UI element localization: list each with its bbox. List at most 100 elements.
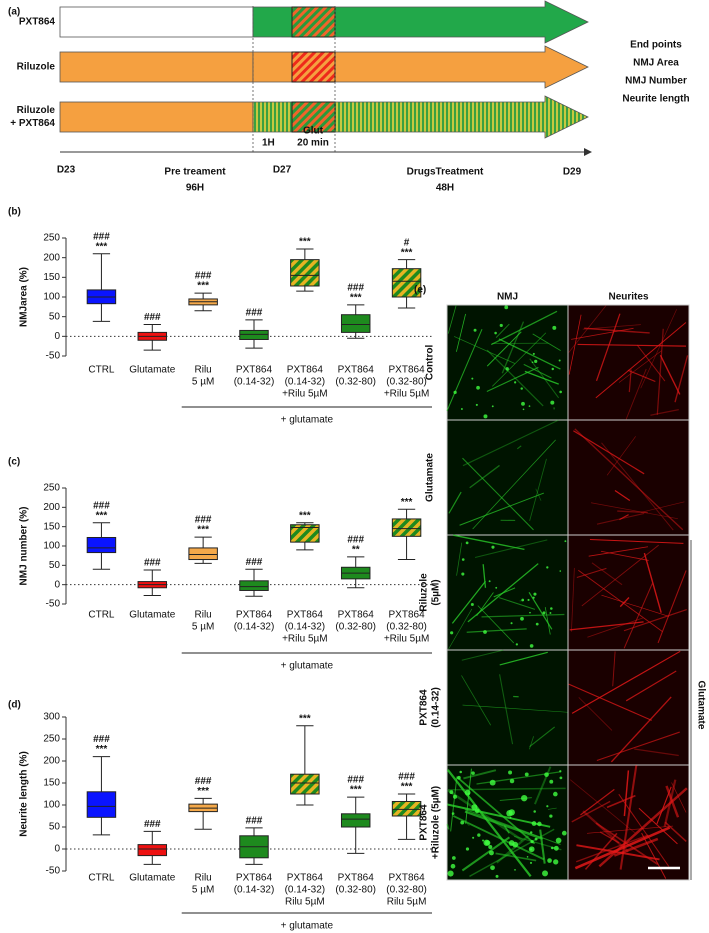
timeline-label: D23 xyxy=(57,165,76,176)
timeline-label: 96H xyxy=(186,183,204,194)
fiber xyxy=(529,458,547,522)
nmj-dot xyxy=(505,367,509,371)
nmj-dot xyxy=(528,846,535,853)
x-tick-label: 5 µM xyxy=(192,885,214,896)
nmj-dot xyxy=(552,847,554,849)
fiber xyxy=(486,366,539,392)
group-label: + glutamate xyxy=(281,921,334,932)
y-tick-label: 0 xyxy=(54,331,60,342)
hour-label: 1H xyxy=(262,138,275,149)
nmj-dot xyxy=(508,809,515,816)
nmj-dot xyxy=(488,850,494,856)
fiber xyxy=(448,787,566,791)
fiber xyxy=(469,464,500,489)
nmj-dot xyxy=(495,874,499,878)
nmj-dot xyxy=(452,794,458,799)
x-tick-label: +Rilu 5µM xyxy=(282,634,328,645)
fiber xyxy=(591,562,623,586)
x-tick-label: PXT864 xyxy=(287,610,324,621)
panel-label: (a) xyxy=(8,7,20,18)
y-tick-label: 100 xyxy=(43,541,60,552)
nmj-dot xyxy=(457,775,461,780)
y-tick-label: 150 xyxy=(43,778,60,789)
nmj-dot xyxy=(476,385,480,390)
nmj-dot xyxy=(508,770,513,775)
fiber xyxy=(614,490,631,502)
significance: *** xyxy=(299,237,311,248)
fiber xyxy=(496,834,530,864)
nmj-dot xyxy=(509,778,515,784)
x-tick-label: +Rilu 5µM xyxy=(384,389,430,400)
y-tick-label: 50 xyxy=(49,822,61,833)
nmj-dot xyxy=(564,540,567,543)
nmj-dot xyxy=(475,403,478,406)
nmj-dot xyxy=(542,611,546,615)
fiber xyxy=(476,592,494,617)
fiber xyxy=(446,769,532,877)
nmj-dot xyxy=(559,776,563,780)
fiber xyxy=(634,748,679,757)
fiber xyxy=(618,793,670,867)
fiber xyxy=(503,824,510,834)
row-label: (0.14-32) xyxy=(431,687,442,728)
fiber xyxy=(590,502,678,520)
significance: *** xyxy=(299,713,311,724)
nmj-dot xyxy=(451,812,455,815)
box xyxy=(86,536,117,554)
fiber xyxy=(610,696,672,763)
fiber xyxy=(617,510,648,514)
nmj-dot xyxy=(483,839,490,846)
fiber xyxy=(499,597,536,610)
fiber xyxy=(547,807,557,810)
panel-label: (c) xyxy=(8,457,20,468)
micrograph xyxy=(446,304,569,421)
nmj-dot xyxy=(550,400,555,405)
x-tick-label: (0.14-32) xyxy=(285,622,326,633)
arrow-glut xyxy=(291,51,336,83)
nmj-dot xyxy=(520,616,524,621)
fiber xyxy=(462,419,559,467)
fiber xyxy=(612,651,616,687)
x-tick-label: (0.32-80) xyxy=(335,622,376,633)
fiber xyxy=(499,674,514,745)
x-tick-label: (0.14-32) xyxy=(234,885,275,896)
nmj-dot xyxy=(559,770,562,773)
arrow-glut xyxy=(291,101,336,133)
panel-label: (e) xyxy=(414,285,426,296)
box xyxy=(340,314,371,333)
fiber xyxy=(671,782,687,813)
nmj-dot xyxy=(550,607,553,610)
row-label: +Riluzole (5µM) xyxy=(431,786,442,859)
nmj-dot xyxy=(549,779,554,784)
nmj-dot xyxy=(552,325,557,330)
group-label: + glutamate xyxy=(281,415,334,426)
x-tick-label: (0.14-32) xyxy=(285,885,326,896)
fiber xyxy=(640,309,677,389)
fiber xyxy=(486,331,522,367)
arrow-glut xyxy=(291,6,336,38)
fiber xyxy=(571,650,681,714)
fiber xyxy=(465,821,470,827)
fiber xyxy=(474,539,548,559)
box xyxy=(137,844,168,857)
significance: ### xyxy=(347,775,364,786)
nmj-dot xyxy=(529,831,533,834)
fiber xyxy=(574,826,671,870)
fiber xyxy=(448,491,462,514)
nmj-dot xyxy=(494,331,497,335)
fiber xyxy=(599,831,620,844)
nmj-dot xyxy=(532,596,535,599)
fiber xyxy=(619,514,629,521)
nmj-dot xyxy=(461,558,465,561)
box xyxy=(290,524,320,543)
fiber xyxy=(601,594,670,617)
box xyxy=(290,773,320,795)
timeline-head xyxy=(584,148,592,156)
y-tick-label: 150 xyxy=(43,521,60,532)
endpoint: NMJ Area xyxy=(633,58,679,69)
nmj-dot xyxy=(482,839,485,842)
row-label: PXT864 xyxy=(419,689,430,726)
fiber xyxy=(601,442,674,531)
panel-label: (b) xyxy=(8,207,21,218)
fiber xyxy=(499,651,548,666)
